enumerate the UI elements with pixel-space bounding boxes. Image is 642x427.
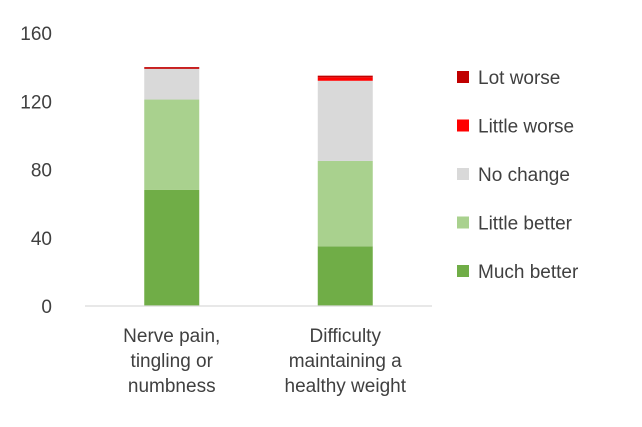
bar-segment-no-change [144, 68, 200, 100]
y-tick-label: 120 [20, 92, 52, 113]
category-labels: Nerve pain, tingling or numbness Difficulty… [123, 326, 407, 397]
bar-segment-no-change [317, 80, 373, 161]
category-label: numbness [128, 376, 216, 397]
bar-stacks [144, 67, 373, 306]
legend-label: Lot worse [478, 68, 560, 89]
legend-label: Little better [478, 214, 573, 235]
y-axis-ticks: 0 40 80 120 160 [20, 24, 52, 318]
legend-label: Much better [478, 262, 579, 283]
y-tick-label: 80 [31, 161, 52, 182]
category-label: Difficulty [310, 326, 382, 347]
bar-segment-little-worse [317, 77, 373, 81]
y-tick-label: 40 [31, 229, 52, 250]
bar-segment-lot-worse [317, 75, 373, 78]
legend-swatch [457, 168, 469, 180]
y-tick-label: 0 [41, 297, 52, 318]
category-label: healthy weight [285, 376, 407, 397]
bar-segment-little-better [144, 99, 200, 190]
legend-label: No change [478, 165, 570, 186]
legend-swatch [457, 265, 469, 277]
bar-segment-lot-worse [144, 67, 200, 69]
bar-segment-much-better [144, 189, 200, 306]
legend-swatch [457, 71, 469, 83]
legend-swatch [457, 216, 469, 229]
legend-swatch [457, 119, 469, 132]
category-label: Nerve pain, [123, 326, 220, 347]
y-tick-label: 160 [20, 24, 52, 45]
bar-segment-much-better [317, 246, 373, 306]
legend-label: Little worse [478, 117, 574, 138]
category-label: maintaining a [289, 351, 402, 372]
category-label: tingling or [131, 351, 214, 372]
legend: Lot worse Little worse No change Little bet… [457, 68, 579, 283]
bar-segment-little-better [317, 160, 373, 247]
